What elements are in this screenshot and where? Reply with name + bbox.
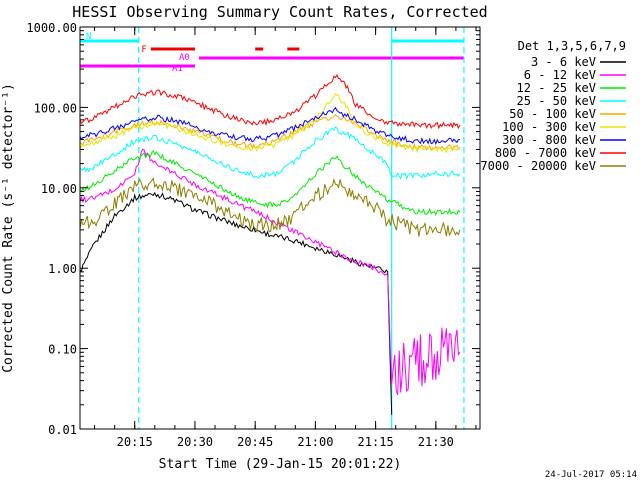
flag-label: A1 [172, 64, 183, 74]
y-tick-label: 0.10 [48, 343, 77, 357]
x-tick-label: 20:15 [117, 435, 153, 449]
series-line [79, 93, 460, 154]
series-line [79, 126, 461, 180]
legend-label: 7000 - 20000 keV [480, 159, 596, 173]
x-tick-label: 20:45 [237, 435, 273, 449]
x-tick-label: 21:15 [358, 435, 394, 449]
y-tick-label: 0.01 [48, 423, 77, 437]
plot-frame [79, 26, 481, 430]
legend-title: Det 1,3,5,6,7,9 [518, 39, 626, 53]
series-line [79, 150, 461, 217]
legend-label: 100 - 300 keV [502, 120, 596, 134]
x-tick-label: 21:00 [297, 435, 333, 449]
y-tick-label: 1000.00 [26, 21, 77, 35]
chart-title: HESSI Observing Summary Count Rates, Cor… [72, 3, 487, 21]
x-axis: 20:15 20:30 20:45 21:00 21:15 21:30 [94, 27, 477, 449]
y-tick-label: 100.00 [34, 101, 77, 115]
series-line [79, 106, 460, 146]
series-line [79, 73, 461, 130]
x-axis-label: Start Time (29-Jan-15 20:01:22) [159, 457, 402, 472]
legend-label: 6 - 12 keV [524, 68, 596, 82]
series-layer [79, 73, 461, 415]
legend-label: 800 - 7000 keV [495, 146, 596, 160]
series-line [79, 177, 461, 237]
flag-label: F [141, 45, 146, 55]
series-line [79, 148, 461, 395]
timestamp: 24-Jul-2017 05:14 [545, 470, 637, 480]
markers-layer [138, 27, 465, 429]
flag-label: A0 [179, 53, 190, 63]
x-tick-label: 21:30 [418, 435, 454, 449]
y-tick-label: 10.00 [41, 182, 77, 196]
legend-label: 50 - 100 keV [509, 107, 596, 121]
flag-label: N [86, 32, 91, 42]
legend-label: 3 - 6 keV [531, 55, 596, 69]
legend-label: 25 - 50 keV [517, 94, 596, 108]
y-axis-label: Corrected Count Rate (s⁻¹ detector⁻¹) [1, 83, 16, 373]
y-axis: 0.01 0.10 1.00 10.00 100.00 1000.00 [26, 21, 480, 437]
legend-label: 12 - 25 keV [517, 81, 596, 95]
y-tick-label: 1.00 [48, 262, 77, 276]
x-tick-label: 20:30 [177, 435, 213, 449]
legend-label: 300 - 800 keV [502, 133, 596, 147]
